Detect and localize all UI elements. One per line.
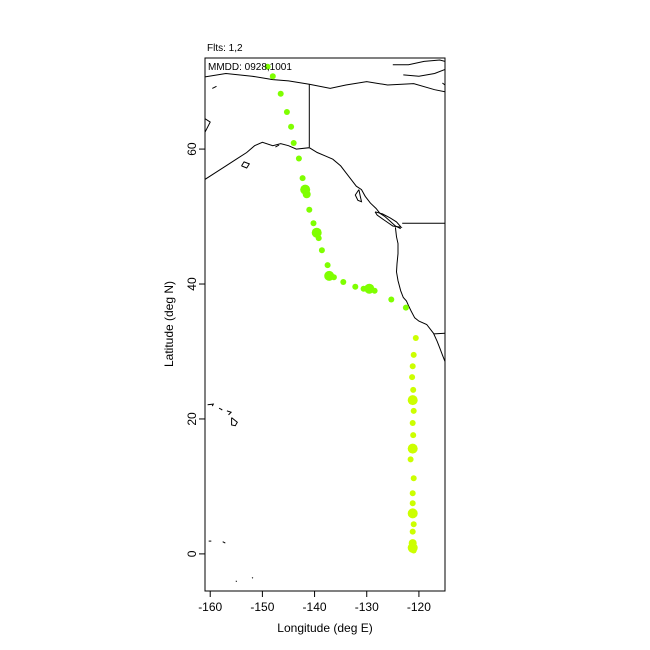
trajectory-point bbox=[306, 206, 313, 213]
x-axis: -160 -150 -140 -130 -120 bbox=[198, 591, 431, 614]
trajectory-point bbox=[409, 420, 416, 426]
coastline-segment bbox=[374, 211, 403, 229]
trajectory-point bbox=[409, 363, 416, 370]
y-axis: 0 20 40 60 bbox=[185, 142, 205, 557]
trajectory-point bbox=[371, 287, 378, 294]
trajectory-point bbox=[264, 63, 271, 70]
coastline-segment bbox=[226, 410, 233, 416]
trajectory-point bbox=[410, 521, 417, 528]
x-tick-label: -160 bbox=[198, 600, 222, 614]
trajectory-point bbox=[402, 304, 409, 311]
trajectory-point bbox=[409, 490, 416, 497]
trajectory-point bbox=[277, 90, 284, 97]
coastline-segment bbox=[207, 403, 215, 407]
trajectory-point bbox=[295, 155, 302, 162]
coastline-segment bbox=[394, 227, 445, 362]
y-tick-label: 40 bbox=[185, 277, 199, 291]
trajectory-point bbox=[352, 283, 359, 290]
coastline-segment bbox=[218, 407, 223, 411]
x-tick-label: -120 bbox=[407, 600, 431, 614]
x-tick-label: -130 bbox=[355, 600, 379, 614]
trajectory-point bbox=[407, 456, 414, 463]
coastline-map bbox=[205, 59, 445, 583]
trajectory-point bbox=[330, 274, 337, 281]
trajectory-point bbox=[410, 432, 417, 439]
trajectory-point bbox=[269, 73, 276, 80]
trajectory-point bbox=[299, 175, 306, 182]
coastline-segment bbox=[403, 69, 445, 77]
trajectory-point bbox=[409, 374, 416, 381]
coastline-segment bbox=[222, 541, 226, 544]
coastline-segment bbox=[231, 417, 238, 427]
trajectory-point bbox=[409, 500, 416, 507]
coastline-segment bbox=[205, 72, 445, 93]
date-annotation: MMDD: 0928,1001 bbox=[208, 62, 292, 73]
trajectory-point bbox=[283, 109, 290, 115]
trajectory-point bbox=[410, 386, 417, 393]
x-tick-label: -150 bbox=[250, 600, 274, 614]
trajectory-point bbox=[410, 351, 417, 358]
coastline-segment bbox=[241, 161, 251, 169]
trajectory-point bbox=[302, 190, 311, 199]
trajectory-point bbox=[324, 262, 331, 269]
coastline-segment bbox=[433, 332, 445, 335]
trajectory-point bbox=[290, 140, 297, 146]
trajectory-point bbox=[340, 279, 347, 285]
trajectory-point bbox=[288, 123, 295, 130]
trajectory-point bbox=[409, 528, 416, 535]
trajectory-point bbox=[388, 296, 395, 303]
trajectory-points bbox=[264, 63, 419, 554]
coastline-segment bbox=[235, 580, 238, 583]
coastline-segment bbox=[251, 577, 254, 579]
x-axis-title: Longitude (deg E) bbox=[277, 621, 372, 635]
coastline-segment bbox=[354, 189, 363, 203]
trajectory-point bbox=[407, 443, 418, 454]
y-tick-label: 0 bbox=[185, 550, 199, 557]
flights-annotation: Flts: 1,2 bbox=[207, 43, 243, 54]
coastline-segment bbox=[212, 85, 217, 89]
trajectory-point bbox=[407, 395, 418, 406]
trajectory-point bbox=[318, 247, 325, 254]
y-tick-label: 60 bbox=[185, 142, 199, 156]
trajectory-point bbox=[310, 220, 317, 227]
trajectory-point bbox=[412, 335, 419, 341]
coastline-segment bbox=[392, 59, 445, 66]
trajectory-point bbox=[407, 508, 418, 519]
trajectory-point bbox=[410, 407, 417, 414]
y-axis-title: Latitude (deg N) bbox=[162, 281, 176, 367]
coastline-segment bbox=[275, 144, 280, 148]
plot-frame bbox=[204, 57, 446, 592]
trajectory-point bbox=[315, 235, 322, 242]
x-tick-label: -140 bbox=[303, 600, 327, 614]
trajectory-point bbox=[410, 475, 417, 482]
coastline-segment bbox=[205, 118, 211, 133]
trajectory-point bbox=[410, 547, 417, 554]
coastline-segment bbox=[205, 141, 401, 230]
y-tick-label: 20 bbox=[185, 412, 199, 426]
